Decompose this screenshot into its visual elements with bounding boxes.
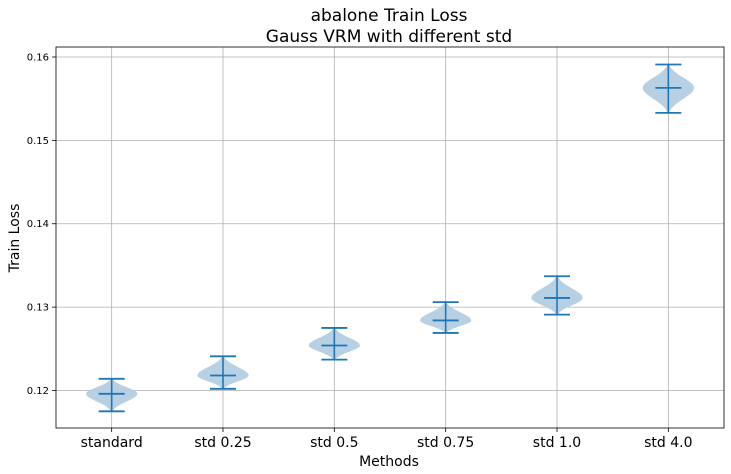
x-tick-label: std 0.75 bbox=[417, 435, 474, 451]
chart-title-line2: Gauss VRM with different std bbox=[266, 27, 512, 47]
y-tick-label: 0.12 bbox=[27, 386, 49, 397]
y-axis-label: Train Loss bbox=[7, 204, 23, 274]
violins bbox=[86, 63, 694, 413]
x-tick-label: std 1.0 bbox=[533, 435, 581, 451]
x-tick-label: standard bbox=[81, 435, 143, 451]
y-tick-label: 0.13 bbox=[27, 303, 49, 314]
y-tick-label: 0.15 bbox=[27, 136, 49, 147]
y-tick-label: 0.14 bbox=[27, 219, 49, 230]
y-tick-label: 0.16 bbox=[27, 53, 49, 64]
x-axis-label: Methods bbox=[359, 454, 419, 470]
x-tick-label: std 0.25 bbox=[194, 435, 251, 451]
axis-ticks: 0.12 0.13 0.14 0.15 0.16 standard std 0.25 std … bbox=[27, 53, 693, 451]
plot-frame bbox=[55, 46, 725, 429]
chart-title-line1: abalone Train Loss bbox=[311, 6, 468, 26]
grid-lines bbox=[56, 47, 724, 428]
x-tick-label: std 4.0 bbox=[644, 435, 692, 451]
x-tick-label: std 0.5 bbox=[310, 435, 358, 451]
